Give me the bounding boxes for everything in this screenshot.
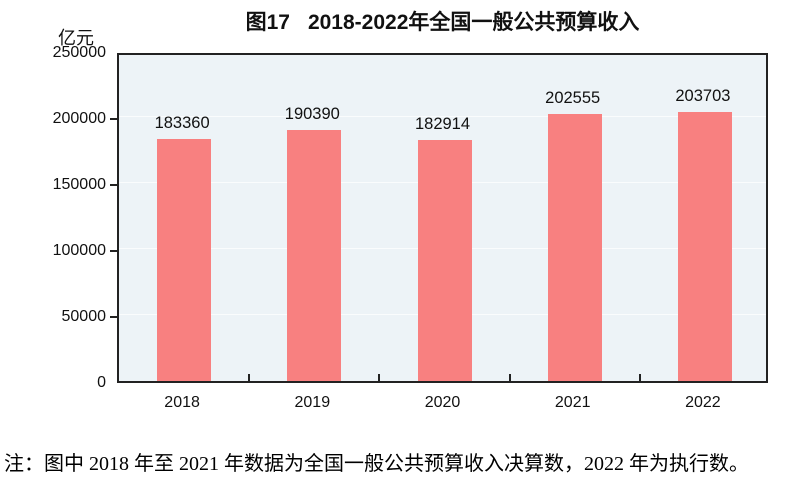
y-tick-label: 250000 — [52, 44, 106, 61]
x-tick-mark — [248, 374, 251, 381]
x-axis-label: 2020 — [424, 394, 461, 411]
y-tick-mark — [110, 184, 117, 186]
bar-value-label: 202555 — [545, 88, 601, 107]
x-tick-mark — [378, 374, 381, 381]
bar-value-label: 182914 — [414, 114, 471, 133]
x-axis-label: 2019 — [294, 394, 331, 411]
y-tick-label: 50000 — [61, 308, 107, 325]
y-tick-label: 200000 — [52, 110, 106, 127]
bar-2020 — [417, 139, 472, 381]
bar-2019 — [287, 129, 342, 381]
y-axis-unit-label: 亿元 — [58, 28, 94, 48]
x-tick-mark — [638, 374, 641, 381]
x-axis-label: 2021 — [554, 394, 591, 411]
bar-2021 — [547, 113, 602, 381]
y-tick-label: 0 — [97, 374, 106, 391]
plot-area — [117, 53, 768, 383]
x-axis-label: 2022 — [685, 394, 721, 411]
y-tick-label: 100000 — [52, 242, 106, 259]
y-tick-mark — [110, 250, 117, 252]
y-tick-mark — [110, 316, 117, 318]
y-tick-mark — [110, 118, 117, 120]
x-tick-mark — [508, 374, 511, 381]
chart-title-text: 2018-2022年全国一般公共预算收入 — [307, 11, 640, 34]
bar-2022 — [677, 112, 732, 381]
bar-value-label: 203703 — [675, 87, 731, 106]
bar-2018 — [157, 138, 212, 381]
chart-title: 图17 2018-2022年全国一般公共预算收入 — [117, 6, 768, 36]
figure-number-label: 图17 — [245, 11, 290, 34]
footnote: 注：图中 2018 年至 2021 年数据为全国一般公共预算收入决算数，2022… — [4, 453, 749, 475]
gridline — [119, 116, 766, 117]
bar-value-label: 190390 — [284, 104, 340, 123]
x-axis-label: 2018 — [164, 394, 200, 411]
bar-value-label: 183360 — [154, 113, 210, 132]
y-tick-label: 150000 — [52, 176, 106, 193]
